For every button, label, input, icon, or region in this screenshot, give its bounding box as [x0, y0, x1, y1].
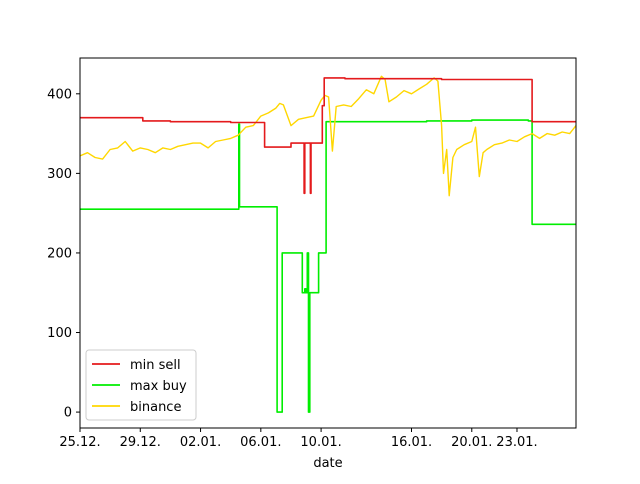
legend-box [85, 349, 197, 421]
y-tick-label: 100 [47, 326, 72, 341]
y-tick-label: 0 [64, 406, 72, 421]
x-tick-label: 29.12. [120, 435, 161, 450]
x-axis: 25.12. 29.12. 02.01. 06.01. 10.01. 16.01. 20.0… [59, 428, 538, 450]
series-line-min-sell [80, 77, 576, 195]
series-layer [80, 75, 576, 413]
series-line-max-buy [80, 119, 576, 413]
series-line-binance [80, 75, 576, 197]
x-tick-label: 20.01. [451, 435, 492, 450]
y-tick-label: 300 [47, 167, 72, 182]
legend-label: min sell [130, 358, 181, 373]
x-tick-label: 10.01. [300, 435, 341, 450]
x-tick-label: 23.01. [496, 435, 537, 450]
plot-frame [79, 57, 577, 429]
y-axis: 0 100 200 300 400 [47, 87, 80, 421]
x-tick-label: 16.01. [391, 435, 432, 450]
legend-label: binance [130, 400, 181, 415]
legend-label: max buy [130, 379, 187, 394]
y-tick-label: 200 [47, 246, 72, 261]
x-tick-label: 06.01. [240, 435, 281, 450]
x-tick-label: 25.12. [59, 435, 100, 450]
x-axis-label: date [313, 456, 342, 471]
y-tick-label: 400 [47, 87, 72, 102]
x-tick-label: 02.01. [180, 435, 221, 450]
legend: min sell max buy binance [85, 349, 197, 421]
